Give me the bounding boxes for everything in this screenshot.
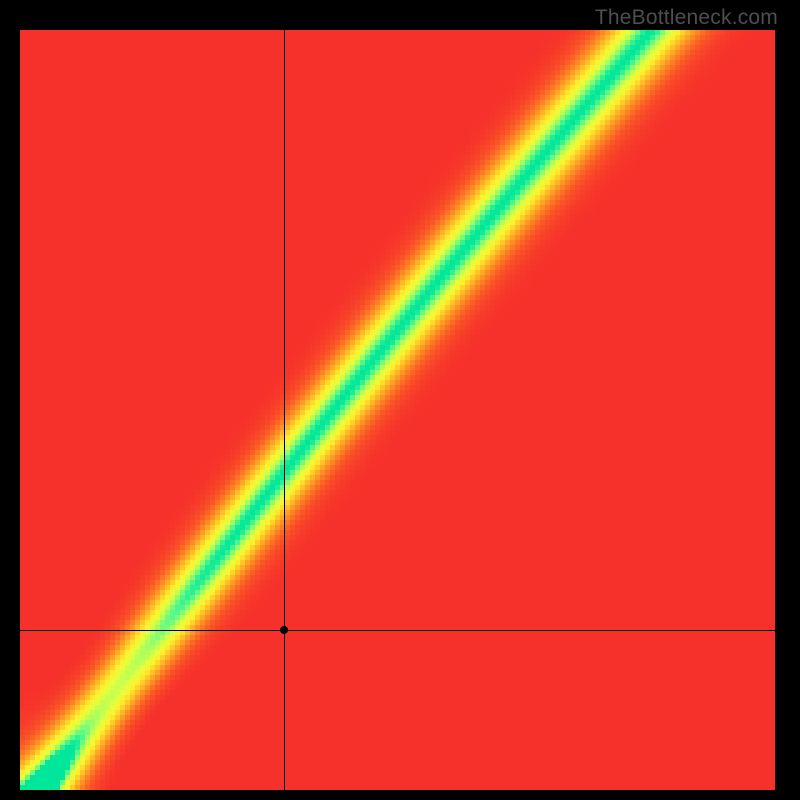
marker-dot [280,626,288,634]
watermark-label: TheBottleneck.com [595,6,778,30]
crosshair-horizontal [20,630,775,631]
heatmap-canvas [20,30,775,790]
chart-container: TheBottleneck.com [0,0,800,800]
heatmap-plot [20,30,775,790]
crosshair-vertical [284,30,285,790]
